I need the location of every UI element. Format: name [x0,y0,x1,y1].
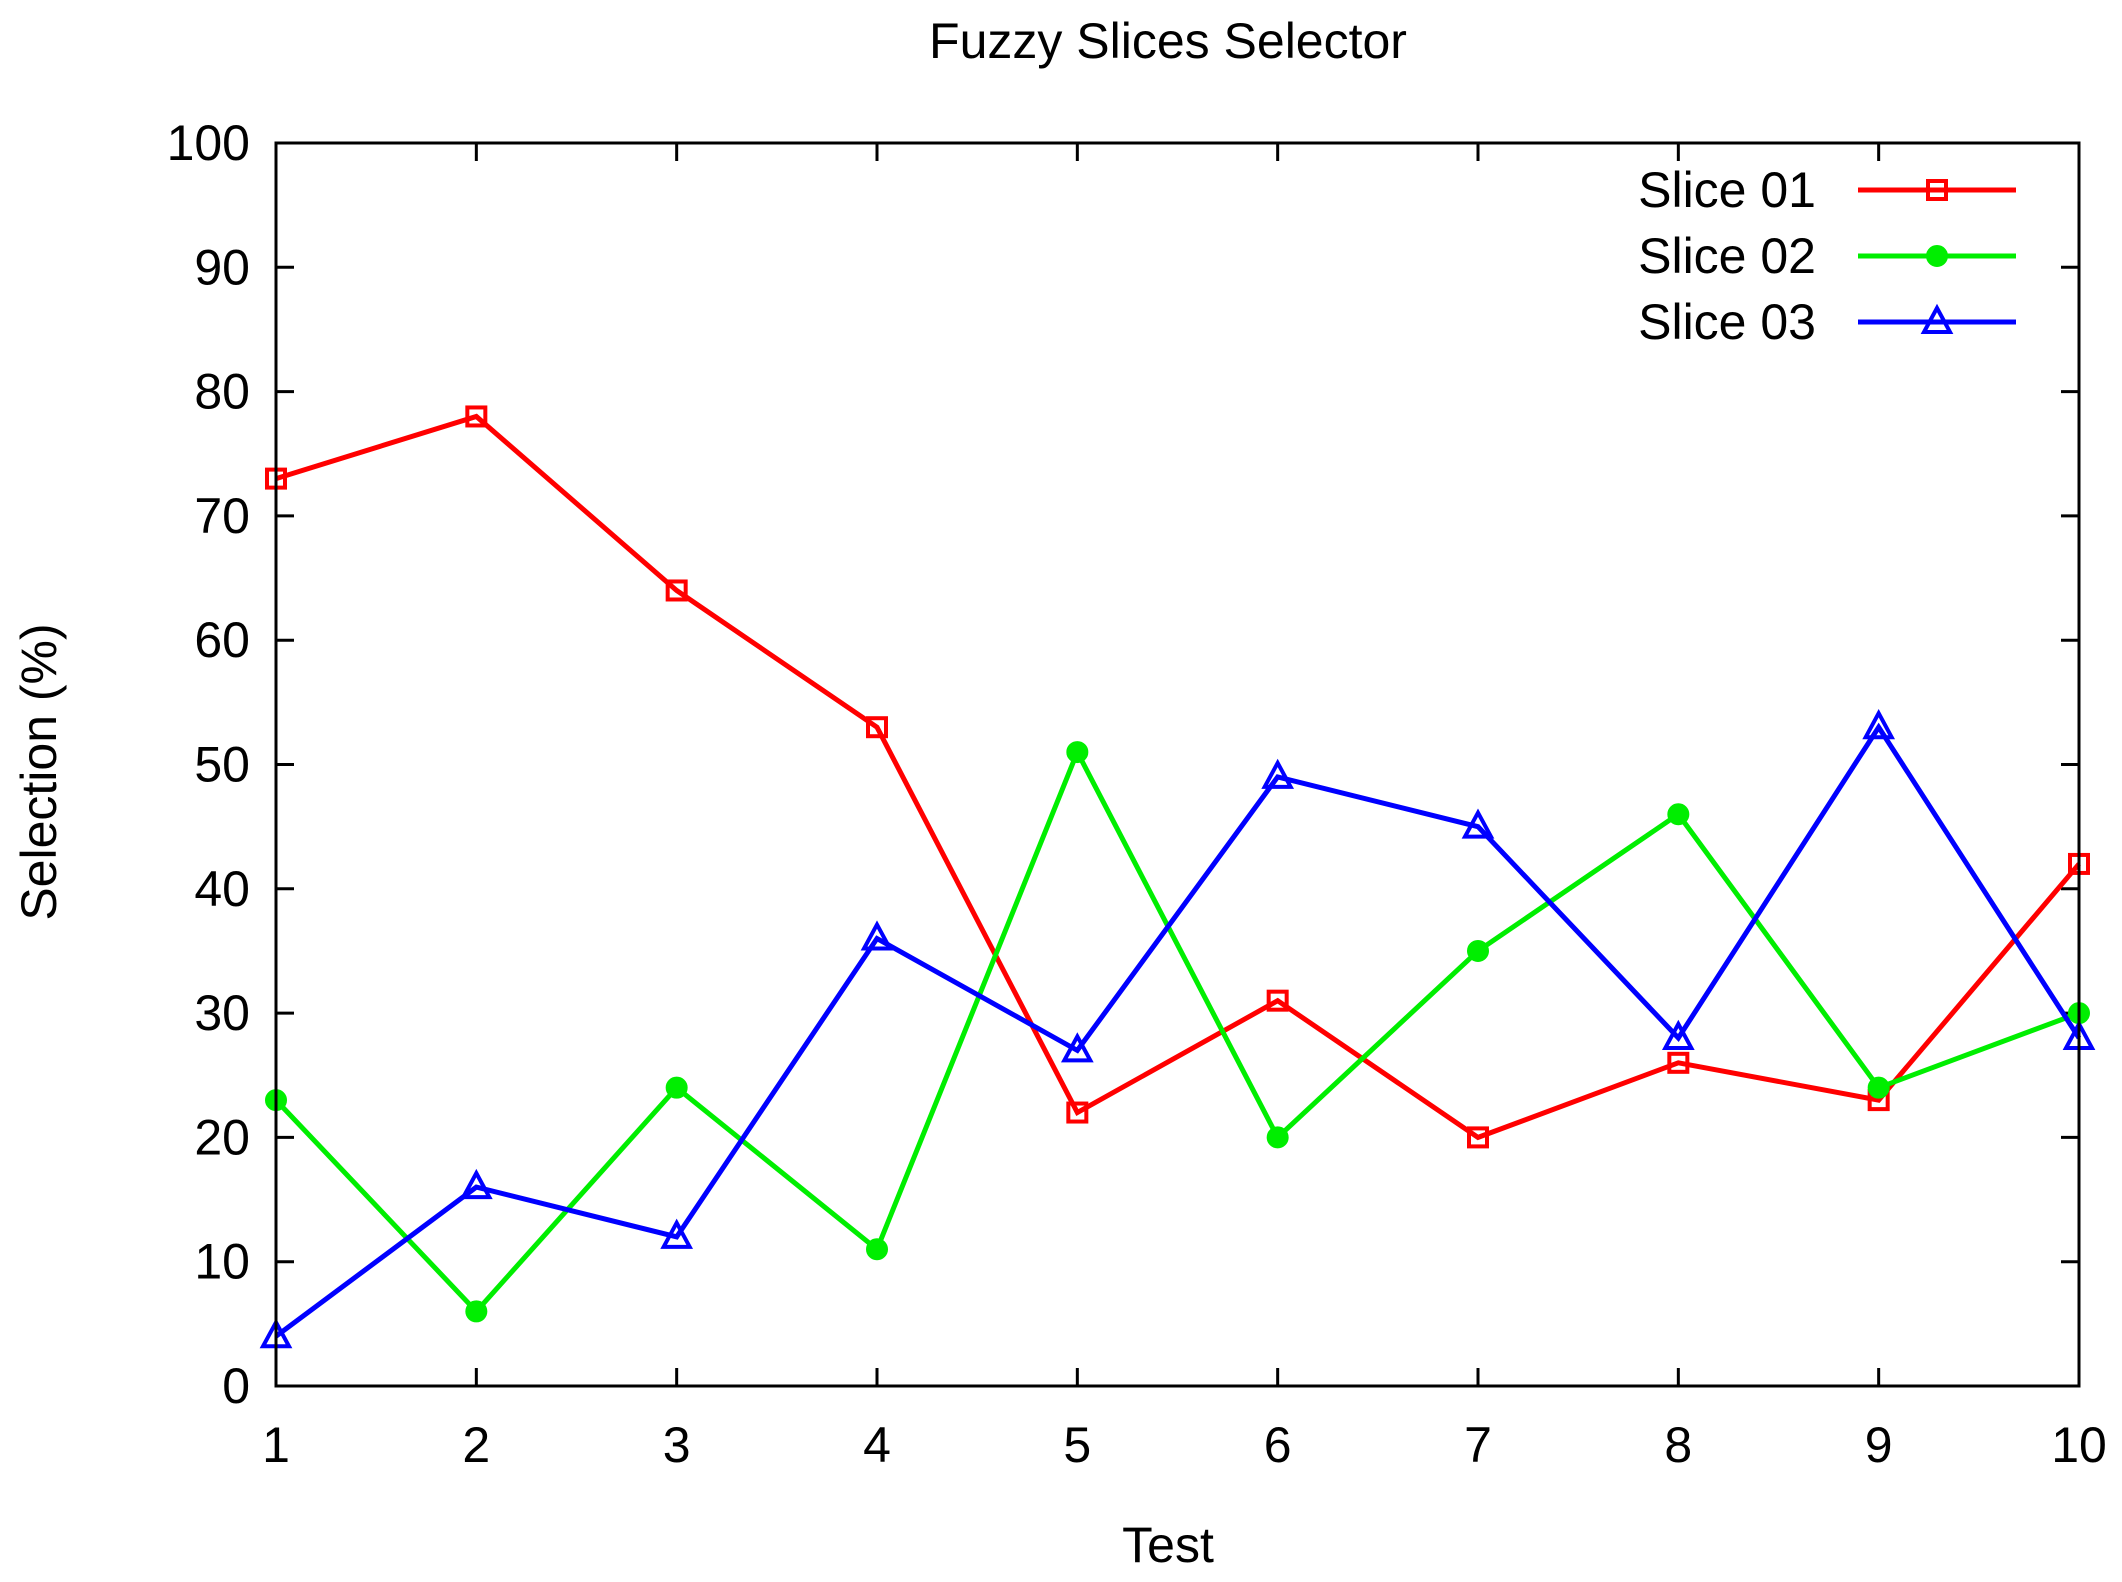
y-tick-label: 50 [194,737,250,793]
legend-label: Slice 03 [1638,294,1816,350]
legend-label: Slice 01 [1638,162,1816,218]
series-line [274,722,2082,1339]
data-point [1266,989,1289,1012]
data-point [1862,709,1896,740]
y-tick-label: 20 [194,1109,250,1165]
legend-label: Slice 02 [1638,228,1816,284]
series-1 [265,405,2090,1149]
chart-title: Fuzzy Slices Selector [929,13,1407,69]
data-point [1066,1101,1089,1124]
x-tick-label: 10 [2051,1417,2107,1473]
y-tick-label: 40 [194,861,250,917]
axis-ticks: 0 10 20 30 40 50 60 70 80 90 100 1 2 3 4 5 6 7 8 9 10 [167,115,2107,1473]
x-tick-label: 2 [462,1417,490,1473]
data-point [465,405,488,428]
x-axis-label: Test [1122,1517,1214,1573]
y-tick-label: 90 [194,239,250,295]
legend-item: Slice 03 [1638,294,2016,350]
y-tick-label: 80 [194,364,250,420]
data-point [866,1238,888,1261]
x-tick-label: 5 [1063,1417,1091,1473]
plot-frame [274,141,2081,1388]
data-point [1066,741,1089,764]
data-point [1461,808,1495,839]
data-point [665,579,688,602]
data-point [866,716,888,739]
x-tick-label: 6 [1264,1417,1292,1473]
x-tick-label: 8 [1664,1417,1692,1473]
series-3 [259,709,2096,1349]
data-point [1060,1032,1094,1063]
y-tick-label: 60 [194,612,250,668]
legend-marker [1920,303,1954,334]
legend: Slice 01 Slice 02 Slice 03 [1638,162,2016,350]
x-tick-label: 9 [1865,1417,1893,1473]
x-tick-label: 4 [863,1417,891,1473]
legend-marker [1926,179,1948,201]
data-point [1867,1076,1890,1099]
y-axis-label: Selection (%) [11,623,67,920]
data-point [1667,803,1690,826]
data-point [1266,1126,1289,1149]
series-line [274,746,2080,1316]
series-line [275,413,2081,1141]
data-point [860,920,894,951]
data-point [459,1168,493,1200]
y-tick-label: 100 [167,115,250,171]
data-point [665,1076,688,1099]
data-point [1467,939,1489,962]
y-tick-label: 10 [194,1234,250,1290]
data-point [1667,1051,1690,1074]
data-point [1661,1019,1695,1050]
legend-marker [1926,245,1948,267]
data-point [1261,758,1295,789]
y-tick-label: 70 [194,488,250,544]
legend-item: Slice 02 [1638,228,2016,284]
y-tick-label: 0 [222,1358,250,1414]
data-point [465,1300,488,1323]
legend-item: Slice 01 [1638,162,2016,218]
x-tick-label: 1 [262,1417,290,1473]
data-point [1467,1126,1489,1149]
series-layer [259,405,2096,1349]
x-tick-label: 3 [663,1417,691,1473]
x-tick-label: 7 [1464,1417,1492,1473]
y-tick-label: 30 [194,985,250,1041]
data-point [660,1218,694,1249]
